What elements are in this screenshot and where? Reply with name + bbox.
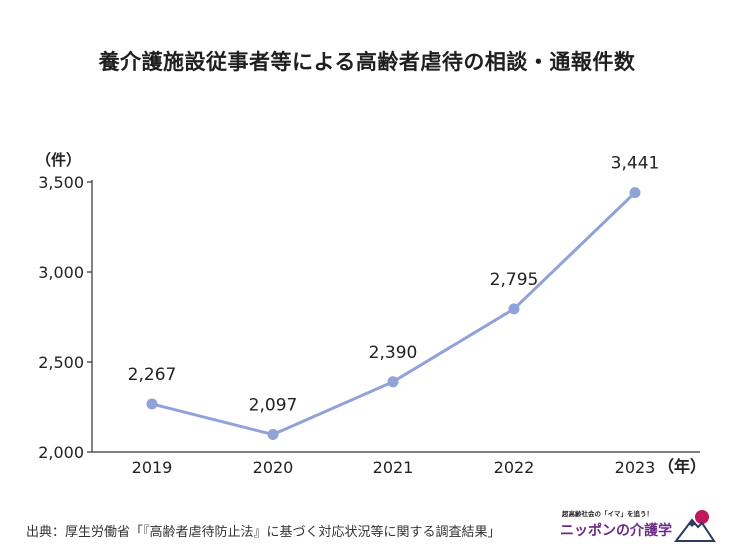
source-note: 出典：厚生労働省「『高齢者虐待防止法』に基づく対応状況等に関する調査結果」 (26, 525, 501, 540)
y-axis-ticks: 2,000 2,500 3,000 3,500 (38, 173, 92, 462)
data-point[interactable] (387, 376, 399, 388)
chart-title: 養介護施設従事者等による高齢者虐待の相談・通報件数 (98, 50, 636, 74)
data-labels: 2,267 2,097 2,390 2,795 3,441 (128, 154, 660, 416)
y-tick-label: 2,500 (38, 353, 84, 372)
series-layer (146, 187, 641, 441)
data-label: 2,267 (128, 365, 177, 385)
x-tick-label: 2022 (494, 458, 535, 477)
data-label: 2,795 (490, 270, 539, 290)
y-tick-label: 3,000 (38, 263, 84, 282)
brand-logo[interactable]: 超高齢社会の「イマ」を追う！ ニッポンの介護学 (560, 506, 720, 546)
data-label: 2,097 (249, 396, 298, 416)
data-point[interactable] (267, 429, 279, 441)
data-label: 2,390 (369, 343, 418, 363)
logo-name: ニッポンの介護学 (560, 523, 672, 539)
data-point[interactable] (508, 303, 520, 315)
y-tick-label: 3,500 (38, 173, 84, 192)
y-tick-label: 2,000 (38, 443, 84, 462)
data-label: 3,441 (611, 154, 660, 174)
mountain-sun-logo-icon (674, 510, 716, 542)
x-tick-label: 2021 (373, 458, 414, 477)
x-tick-label: 2023 (615, 458, 656, 477)
data-point[interactable] (146, 398, 158, 410)
x-axis-ticks: 2019 2020 2021 2022 2023 (132, 458, 656, 477)
x-tick-label: 2019 (132, 458, 173, 477)
series-line (151, 191, 637, 437)
x-tick-label: 2020 (253, 458, 294, 477)
x-axis-label: （年） (658, 457, 706, 476)
logo-tagline: 超高齢社会の「イマ」を追う！ (562, 510, 653, 518)
y-axis-label: （件） (36, 151, 81, 169)
data-point[interactable] (629, 187, 641, 199)
chart-axes (91, 180, 700, 453)
